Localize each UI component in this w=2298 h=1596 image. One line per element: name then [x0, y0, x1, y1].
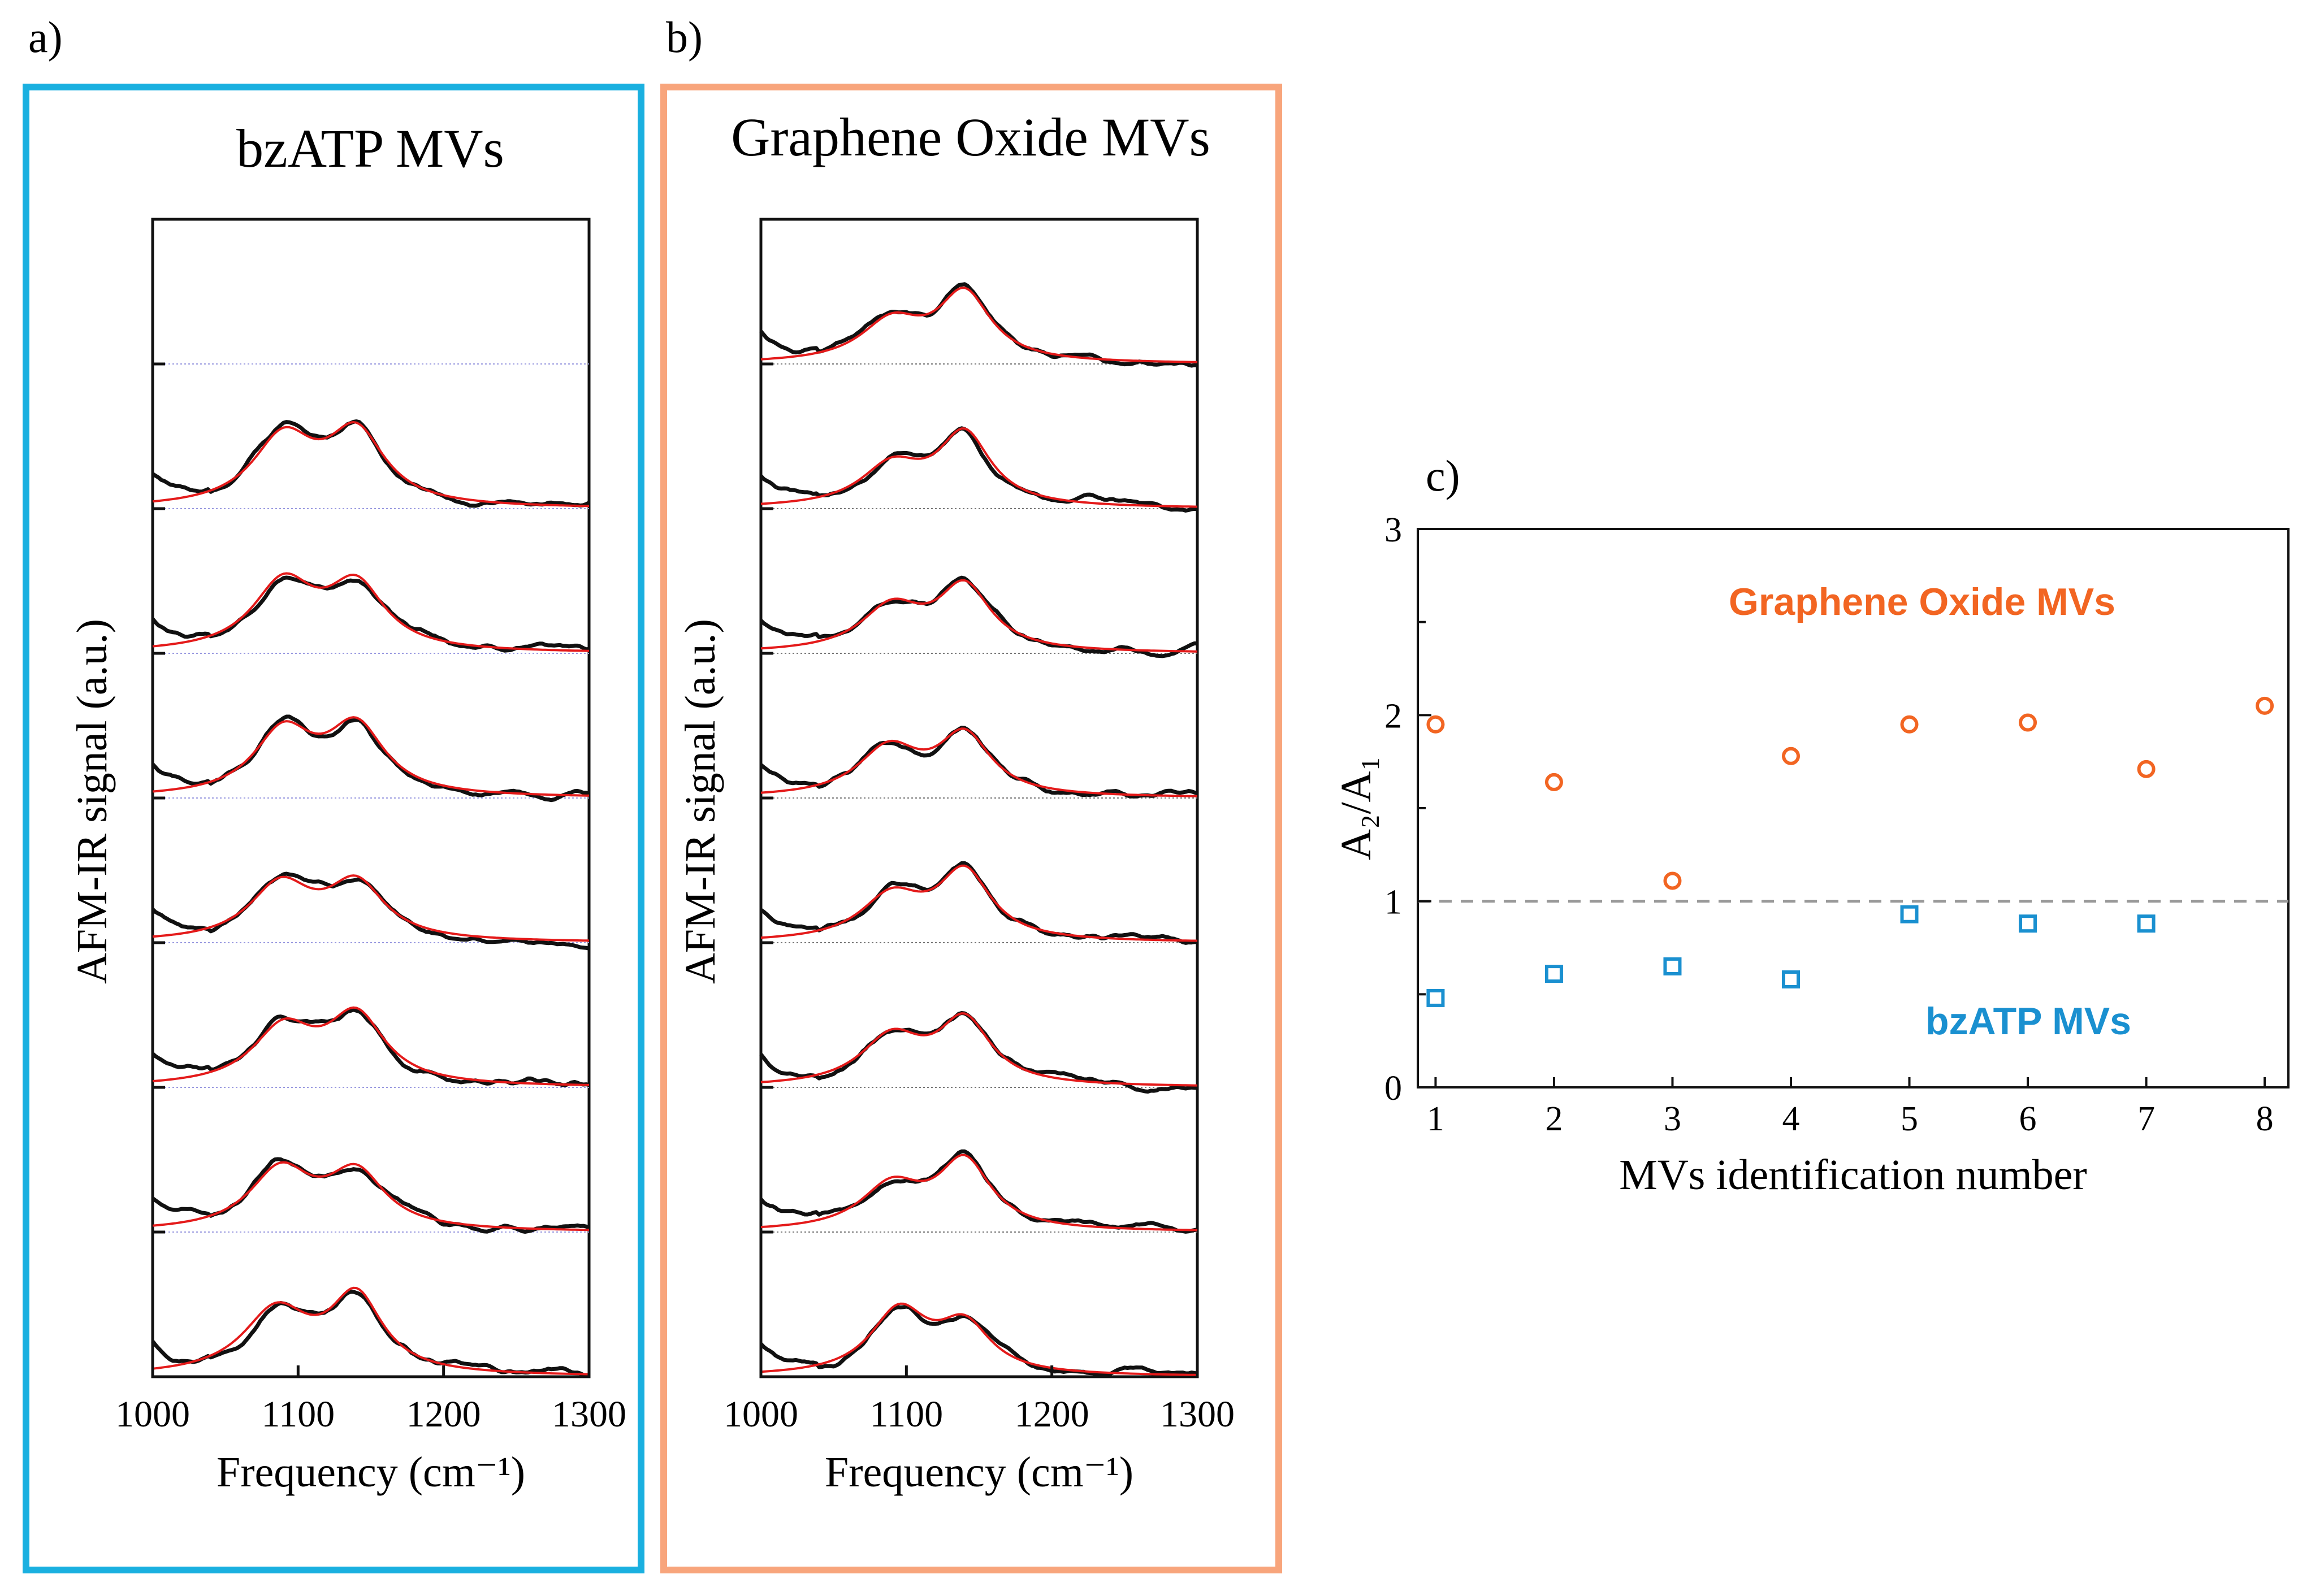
point-graphene-oxide [1900, 715, 1919, 734]
x-tick-label: 1100 [262, 1394, 335, 1435]
x-tick-label: 1200 [1015, 1394, 1089, 1435]
y-tick-label: 0 [1384, 1069, 1402, 1108]
chart-a-y-label: AFM-IR signal (a.u.) [68, 619, 116, 984]
spectrum-fit [760, 579, 1197, 653]
spectrum-measured [759, 426, 1198, 513]
spectrum-fit [760, 427, 1198, 508]
x-tick-label: 8 [2256, 1100, 2274, 1138]
spectrum-measured [759, 282, 1198, 368]
point-bzatp [1426, 988, 1445, 1007]
spectrum-fit [760, 287, 1198, 363]
spectrum-measured [152, 419, 590, 508]
point-bzatp [1544, 965, 1563, 983]
spectrum-measured [760, 861, 1198, 945]
panel-b-title: Graphene Oxide MVs [731, 107, 1210, 167]
x-tick-label: 1300 [552, 1394, 626, 1435]
point-graphene-oxide [1426, 715, 1445, 734]
chart-a-offset-lines [153, 362, 589, 1234]
chart-b: 1000 1100 1200 1300 Frequency (cm⁻¹) AFM-IR… [677, 218, 1235, 1496]
x-tick-label: 6 [2019, 1100, 2037, 1138]
chart-b-offset-lines [761, 362, 1197, 1234]
point-bzatp [2019, 914, 2037, 933]
spectrum-measured [759, 1304, 1198, 1378]
point-graphene-oxide [1663, 871, 1682, 890]
x-tick-label: 5 [1901, 1100, 1918, 1138]
chart-b-x-ticks: 1000 1100 1200 1300 [724, 1365, 1235, 1435]
point-graphene-oxide [2137, 760, 2156, 778]
spectrum-measured [759, 1011, 1198, 1094]
chart-c-x-label: MVs identification number [1619, 1151, 2087, 1199]
x-tick-label: 1100 [870, 1394, 944, 1435]
point-graphene-oxide [1782, 747, 1800, 765]
spectrum-measured [759, 575, 1198, 658]
chart-a-curves [151, 419, 590, 1378]
chart-c-y-ticks: 0 1 2 3 [1384, 511, 1431, 1108]
x-tick-label: 1300 [1160, 1394, 1235, 1435]
point-bzatp [1900, 905, 1919, 923]
x-tick-label: 1200 [406, 1394, 481, 1435]
point-graphene-oxide [2019, 713, 2037, 732]
chart-c-y-label: A₂/A₁ [1332, 756, 1380, 860]
panel-b-letter: b) [666, 12, 703, 62]
panel-b-frame [660, 84, 1282, 1573]
spectrum-fit [152, 1286, 590, 1376]
point-bzatp [1663, 957, 1682, 975]
chart-c-points [1426, 696, 2274, 1007]
spectrum-fit [760, 1302, 1198, 1376]
chart-c-legend-bzatp: bzATP MVs [1925, 1000, 2131, 1043]
point-bzatp [2137, 914, 2156, 933]
chart-b-x-label: Frequency (cm⁻¹) [825, 1448, 1133, 1496]
y-tick-label: 1 [1384, 883, 1402, 922]
chart-a-x-ticks: 1000 1100 1200 1300 [115, 1365, 626, 1435]
x-tick-label: 7 [2137, 1100, 2155, 1138]
x-tick-label: 1 [1427, 1100, 1444, 1138]
panel-a-title: bzATP MVs [236, 118, 504, 179]
point-graphene-oxide [2256, 696, 2274, 715]
spectrum-fit [760, 1012, 1197, 1087]
spectrum-fit [152, 420, 590, 508]
y-tick-label: 2 [1384, 697, 1402, 735]
point-bzatp [1782, 970, 1800, 988]
spectrum-fit [760, 727, 1198, 797]
x-tick-label: 1000 [724, 1394, 798, 1435]
spectrum-fit [152, 1161, 590, 1231]
point-graphene-oxide [1544, 773, 1563, 791]
chart-b-curves [759, 282, 1198, 1378]
spectrum-fit [760, 1153, 1198, 1231]
x-tick-label: 4 [1782, 1100, 1800, 1138]
chart-c-legend-graphene: Graphene Oxide MVs [1729, 580, 2115, 623]
x-tick-label: 1000 [115, 1394, 190, 1435]
chart-a: 1000 1100 1200 1300 Frequency (cm⁻¹) AFM-IR… [68, 218, 626, 1496]
spectrum-fit [152, 716, 590, 797]
y-tick-label: 3 [1384, 511, 1402, 549]
panel-c-letter: c) [1426, 451, 1460, 500]
spectrum-measured [759, 726, 1198, 799]
spectrum-fit [152, 874, 590, 942]
spectrum-fit [152, 1006, 590, 1086]
spectrum-measured [759, 1149, 1198, 1234]
chart-a-x-label: Frequency (cm⁻¹) [217, 1448, 525, 1496]
spectrum-measured [151, 1157, 590, 1234]
panel-a-frame [23, 84, 644, 1573]
spectrum-fit [760, 864, 1198, 942]
spectrum-fit [152, 572, 590, 652]
chart-c-x-ticks: 1 2 3 4 5 6 7 8 [1427, 1077, 2274, 1138]
x-tick-label: 3 [1664, 1100, 1681, 1138]
panel-a-letter: a) [28, 12, 63, 62]
spectrum-measured [151, 871, 590, 951]
x-tick-label: 2 [1545, 1100, 1563, 1138]
chart-b-y-label: AFM-IR signal (a.u.) [677, 619, 724, 984]
